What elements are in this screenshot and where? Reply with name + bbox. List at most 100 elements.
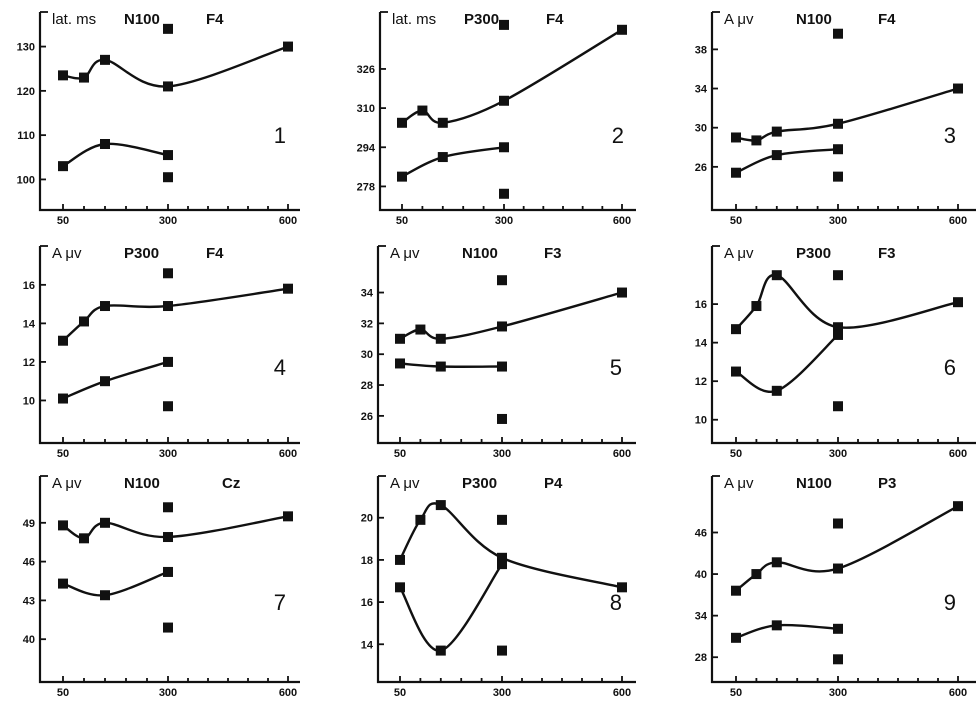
panel-component-label: P300 bbox=[462, 475, 497, 492]
data-point-marker bbox=[953, 297, 963, 308]
data-point-marker bbox=[497, 321, 507, 332]
data-point-marker bbox=[953, 83, 963, 94]
x-tick-label: 300 bbox=[159, 215, 177, 227]
data-point-marker bbox=[163, 356, 173, 367]
upper-curve bbox=[62, 515, 289, 540]
x-tick-label: 50 bbox=[394, 687, 406, 699]
y-tick-label: 26 bbox=[695, 162, 707, 174]
upper-curve bbox=[735, 273, 959, 330]
data-point-marker bbox=[771, 126, 782, 137]
y-tick-label: 49 bbox=[23, 518, 35, 530]
data-point-marker bbox=[415, 514, 426, 525]
data-point-marker bbox=[833, 563, 843, 574]
lower-curve bbox=[398, 563, 503, 652]
data-point-marker bbox=[163, 81, 173, 92]
y-tick-label: 14 bbox=[361, 639, 374, 651]
panel-number: 5 bbox=[610, 355, 622, 380]
data-point-marker bbox=[497, 552, 507, 563]
data-point-marker bbox=[395, 358, 405, 369]
y-tick-label: 46 bbox=[23, 557, 35, 569]
data-point-marker bbox=[833, 144, 843, 155]
data-point-marker bbox=[437, 152, 448, 163]
x-tick-label: 300 bbox=[159, 687, 177, 699]
y-tick-label: 110 bbox=[17, 130, 35, 142]
data-point-marker bbox=[499, 95, 509, 106]
data-point-marker bbox=[58, 335, 68, 346]
data-point-marker bbox=[163, 566, 173, 577]
isolated-point-marker bbox=[163, 622, 173, 633]
x-tick-label: 600 bbox=[949, 215, 967, 227]
x-tick-label: 600 bbox=[279, 448, 297, 460]
y-tick-label: 40 bbox=[23, 634, 35, 646]
panel-number: 3 bbox=[944, 123, 956, 148]
y-tick-label: 28 bbox=[695, 652, 707, 664]
panel-measure-label: lat. ms bbox=[392, 11, 436, 28]
upper-curve bbox=[398, 502, 623, 589]
panel-number: 7 bbox=[274, 590, 286, 615]
y-tick-label: 310 bbox=[357, 103, 375, 115]
panel-electrode-label: P4 bbox=[544, 475, 563, 492]
lower-curve bbox=[62, 570, 169, 597]
lower-curve bbox=[735, 148, 839, 174]
data-point-marker bbox=[163, 150, 173, 161]
x-tick-label: 50 bbox=[730, 687, 742, 699]
lower-curve bbox=[62, 360, 169, 400]
panel-component-label: N100 bbox=[462, 245, 498, 262]
data-point-marker bbox=[731, 366, 741, 377]
panel-4: 50 300 600 10 12 14 16 A μv P300 F4 4 bbox=[23, 245, 300, 460]
data-point-marker bbox=[953, 501, 963, 512]
panel-measure-label: A μv bbox=[724, 245, 754, 262]
data-point-marker bbox=[58, 578, 68, 589]
panel-2: 50 300 600 278 294 310 326 lat. ms P300 F4 2 bbox=[357, 11, 636, 227]
isolated-point-marker bbox=[163, 172, 173, 183]
panel-measure-label: A μv bbox=[390, 475, 420, 492]
panel-measure-label: A μv bbox=[52, 245, 82, 262]
x-tick-label: 600 bbox=[613, 448, 631, 460]
x-tick-label: 600 bbox=[613, 687, 631, 699]
data-point-marker bbox=[771, 150, 782, 161]
data-point-marker bbox=[435, 361, 446, 372]
axis-lines bbox=[376, 476, 636, 684]
data-point-marker bbox=[163, 532, 173, 543]
data-point-marker bbox=[833, 329, 843, 340]
y-tick-label: 20 bbox=[361, 513, 373, 525]
y-tick-label: 16 bbox=[695, 299, 707, 311]
data-point-marker bbox=[731, 585, 741, 596]
panel-electrode-label: F4 bbox=[206, 11, 224, 28]
data-point-marker bbox=[395, 333, 405, 344]
y-tick-label: 130 bbox=[17, 42, 35, 54]
x-tick-label: 600 bbox=[949, 687, 967, 699]
x-tick-label: 300 bbox=[493, 687, 511, 699]
data-point-marker bbox=[163, 301, 173, 312]
x-tick-label: 50 bbox=[394, 448, 406, 460]
isolated-point-marker bbox=[833, 654, 843, 665]
data-point-marker bbox=[731, 132, 741, 143]
panel-1: 50 300 600 100 110 120 130 lat. ms N100 F4 1 bbox=[17, 11, 300, 227]
data-point-marker bbox=[617, 287, 627, 298]
data-point-marker bbox=[100, 590, 110, 601]
panel-measure-label: A μv bbox=[390, 245, 420, 262]
data-point-marker bbox=[58, 520, 68, 531]
isolated-point-marker bbox=[497, 645, 507, 656]
data-point-marker bbox=[58, 70, 68, 81]
y-tick-label: 28 bbox=[361, 380, 373, 392]
x-tick-label: 50 bbox=[57, 687, 69, 699]
data-point-marker bbox=[415, 324, 426, 335]
panel-8: 50 300 600 14 16 18 20 A μv P300 P4 8 bbox=[361, 475, 636, 699]
y-tick-label: 278 bbox=[357, 181, 375, 193]
data-point-marker bbox=[58, 393, 68, 404]
data-point-marker bbox=[833, 322, 843, 333]
axis-lines bbox=[710, 246, 976, 445]
data-point-marker bbox=[731, 324, 741, 335]
y-tick-label: 34 bbox=[361, 288, 374, 300]
isolated-point-marker bbox=[499, 19, 509, 30]
data-point-marker bbox=[437, 117, 448, 128]
data-point-marker bbox=[771, 385, 782, 396]
y-tick-label: 34 bbox=[695, 84, 708, 96]
panel-measure-label: lat. ms bbox=[52, 11, 96, 28]
panel-measure-label: A μv bbox=[724, 475, 754, 492]
data-point-marker bbox=[499, 142, 509, 153]
panel-electrode-label: F3 bbox=[878, 245, 896, 262]
panel-9: 50 300 600 28 34 40 46 A μv N100 P3 9 bbox=[695, 475, 976, 699]
y-tick-label: 32 bbox=[361, 318, 373, 330]
